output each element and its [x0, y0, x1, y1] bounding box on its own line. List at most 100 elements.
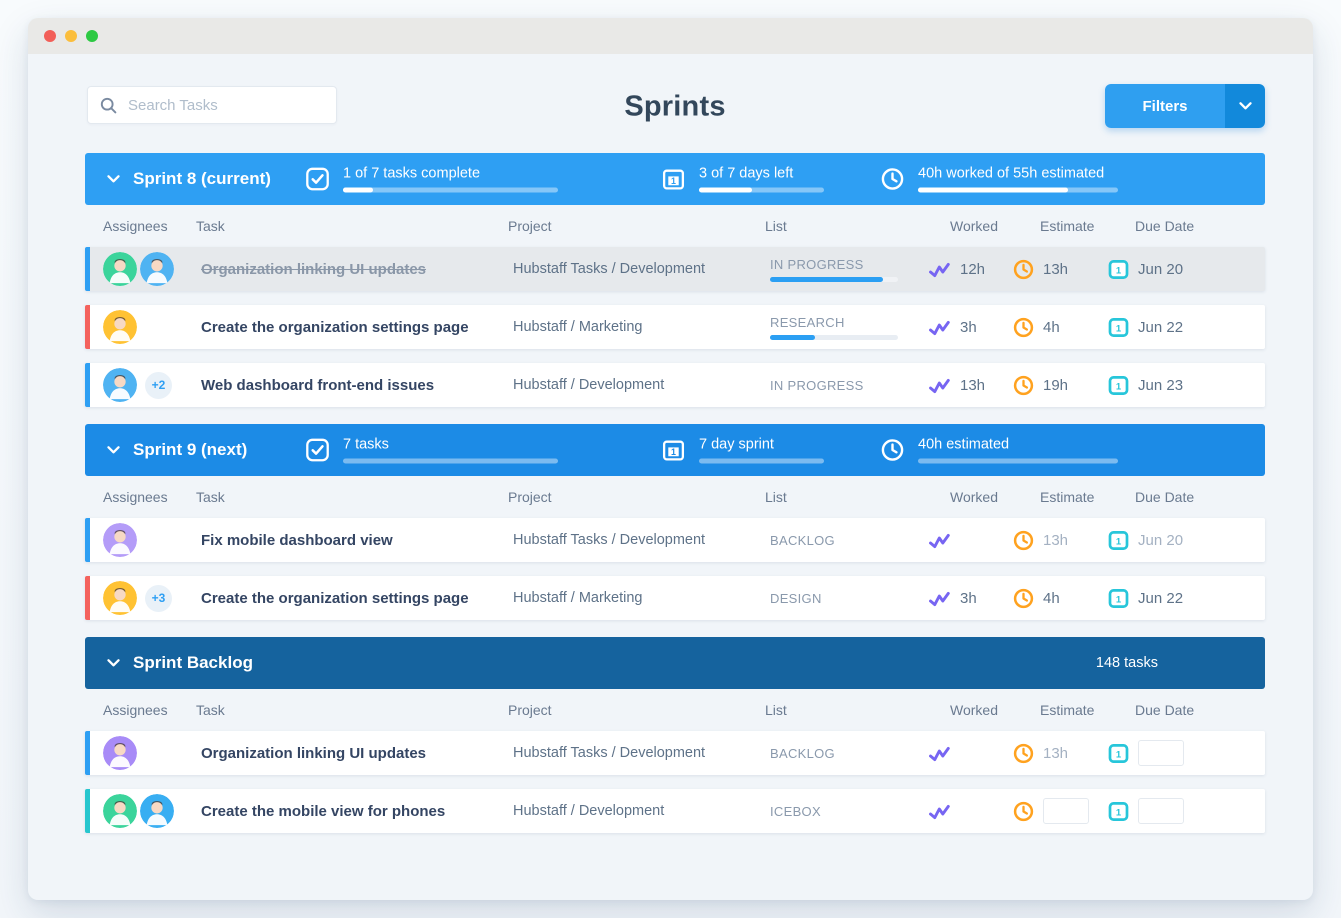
- task-project: Hubstaff / Development: [513, 803, 665, 819]
- task-row[interactable]: Create the organization settings page Hub…: [85, 305, 1265, 349]
- task-row[interactable]: +3 Create the organization settings page H…: [85, 576, 1265, 620]
- due-calendar-icon: 1: [1108, 588, 1129, 609]
- svg-text:1: 1: [1116, 807, 1122, 818]
- task-project: Hubstaff Tasks / Development: [513, 745, 706, 761]
- worked-activity-icon: [928, 376, 951, 394]
- estimate-value: 4h: [1043, 318, 1060, 336]
- column-header-project: Project: [508, 702, 552, 718]
- section-stat: 40h worked of 55h estimated: [880, 166, 1118, 193]
- worked-activity-icon: [928, 260, 951, 278]
- due-calendar-icon: 1: [1108, 743, 1129, 764]
- window-titlebar: [28, 18, 1313, 54]
- calendar-icon: 1: [661, 438, 686, 463]
- column-header-worked: Worked: [950, 218, 998, 234]
- filters-dropdown-button[interactable]: [1225, 84, 1265, 128]
- search-icon: [100, 97, 117, 114]
- due-date-value: Jun 22: [1138, 589, 1184, 607]
- assignee-avatar: [140, 252, 174, 286]
- task-list-label: RESEARCH: [770, 314, 845, 330]
- task-progressbar: [770, 276, 898, 282]
- task-title[interactable]: Organization linking UI updates: [201, 744, 427, 762]
- calendar-icon: 1: [661, 167, 686, 192]
- task-title[interactable]: Create the organization settings page: [201, 318, 469, 336]
- toolbar: Sprints Filters: [85, 84, 1265, 130]
- sprint-sections: Sprint 8 (current) 1 of 7 tasks complete…: [85, 153, 1265, 833]
- assignees-cell: [103, 731, 137, 775]
- due-date-value: Jun 20: [1138, 260, 1184, 278]
- svg-text:1: 1: [1116, 323, 1122, 334]
- section-header[interactable]: Sprint 8 (current) 1 of 7 tasks complete…: [85, 153, 1265, 205]
- column-header-due-date: Due Date: [1135, 702, 1195, 718]
- search-box[interactable]: [87, 86, 337, 124]
- due-date-input[interactable]: [1138, 798, 1184, 824]
- column-header-task: Task: [196, 218, 225, 234]
- close-window-button[interactable]: [44, 30, 56, 42]
- task-row[interactable]: Organization linking UI updates Hubstaff …: [85, 247, 1265, 291]
- chevron-down-icon: [1238, 102, 1252, 110]
- column-header-due-date: Due Date: [1135, 489, 1195, 505]
- assignee-avatar: [140, 794, 174, 828]
- sprint-section: Sprint 9 (next) 7 tasks 1 7 day sprint 40…: [85, 424, 1265, 620]
- due-date-cell: 1 Jun 20: [1108, 518, 1183, 562]
- assignee-avatar: [103, 794, 137, 828]
- due-date-input[interactable]: [1138, 740, 1184, 766]
- section-collapse-icon: [107, 175, 120, 183]
- assignees-cell: [103, 305, 137, 349]
- filters-button-label[interactable]: Filters: [1105, 84, 1225, 128]
- task-row[interactable]: +2 Web dashboard front-end issues Hubstaff…: [85, 363, 1265, 407]
- svg-text:1: 1: [1116, 749, 1122, 760]
- search-input[interactable]: [126, 95, 329, 115]
- column-header-due-date: Due Date: [1135, 218, 1195, 234]
- task-row[interactable]: Organization linking UI updates Hubstaff …: [85, 731, 1265, 775]
- svg-text:1: 1: [671, 447, 676, 457]
- estimate-value: 13h: [1043, 531, 1069, 549]
- task-title[interactable]: Web dashboard front-end issues: [201, 376, 435, 394]
- due-date-value: Jun 20: [1138, 531, 1184, 549]
- section-stat: 7 tasks: [305, 437, 558, 464]
- section-header[interactable]: Sprint 9 (next) 7 tasks 1 7 day sprint 40…: [85, 424, 1265, 476]
- task-list-cell: BACKLOG: [770, 518, 835, 562]
- section-title: Sprint 8 (current): [133, 169, 271, 188]
- section-stat: 1 7 day sprint: [661, 437, 824, 464]
- filters-button[interactable]: Filters: [1105, 84, 1265, 128]
- task-row[interactable]: Create the mobile view for phones Hubstaf…: [85, 789, 1265, 833]
- assignee-avatar: [103, 310, 137, 344]
- due-calendar-icon: 1: [1108, 317, 1129, 338]
- section-stat-label: 1 of 7 tasks complete: [343, 165, 481, 182]
- estimate-input[interactable]: [1043, 798, 1089, 824]
- due-calendar-icon: 1: [1108, 259, 1129, 280]
- task-title[interactable]: Create the mobile view for phones: [201, 802, 446, 820]
- estimate-value: 13h: [1043, 260, 1069, 278]
- zoom-window-button[interactable]: [86, 30, 98, 42]
- worked-activity-icon: [928, 744, 951, 762]
- tasks-checkbox-icon: [305, 438, 330, 463]
- section-header[interactable]: Sprint Backlog 148 tasks: [85, 637, 1265, 689]
- section-stat-progressbar: [699, 458, 824, 464]
- more-assignees-badge[interactable]: +2: [145, 371, 172, 399]
- svg-text:1: 1: [1116, 594, 1122, 605]
- section-stat: 1 of 7 tasks complete: [305, 166, 558, 193]
- task-title[interactable]: Fix mobile dashboard view: [201, 531, 393, 549]
- section-stat-label: 3 of 7 days left: [699, 165, 794, 182]
- due-date-cell: 1 Jun 23: [1108, 363, 1183, 407]
- clock-icon: [880, 167, 905, 192]
- minimize-window-button[interactable]: [65, 30, 77, 42]
- task-list-cell: IN PROGRESS: [770, 247, 898, 291]
- estimate-cell: 4h: [1013, 305, 1060, 349]
- task-project: Hubstaff / Marketing: [513, 590, 643, 606]
- task-row[interactable]: Fix mobile dashboard view Hubstaff Tasks …: [85, 518, 1265, 562]
- due-calendar-icon: 1: [1108, 375, 1129, 396]
- more-assignees-badge[interactable]: +3: [145, 584, 172, 612]
- task-project: Hubstaff / Marketing: [513, 319, 643, 335]
- column-header-task: Task: [196, 702, 225, 718]
- worked-activity-icon: [928, 589, 951, 607]
- assignee-avatar: [103, 581, 137, 615]
- due-calendar-icon: 1: [1108, 530, 1129, 551]
- task-title[interactable]: Organization linking UI updates: [201, 260, 427, 278]
- column-header-worked: Worked: [950, 489, 998, 505]
- column-headers: Assignees Task Project List Worked Estimate Du…: [85, 689, 1265, 731]
- estimate-value: 13h: [1043, 744, 1069, 762]
- task-title[interactable]: Create the organization settings page: [201, 589, 469, 607]
- column-header-task: Task: [196, 489, 225, 505]
- sprint-section: Sprint 8 (current) 1 of 7 tasks complete…: [85, 153, 1265, 407]
